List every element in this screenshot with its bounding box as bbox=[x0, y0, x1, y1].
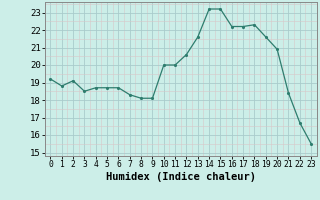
X-axis label: Humidex (Indice chaleur): Humidex (Indice chaleur) bbox=[106, 172, 256, 182]
